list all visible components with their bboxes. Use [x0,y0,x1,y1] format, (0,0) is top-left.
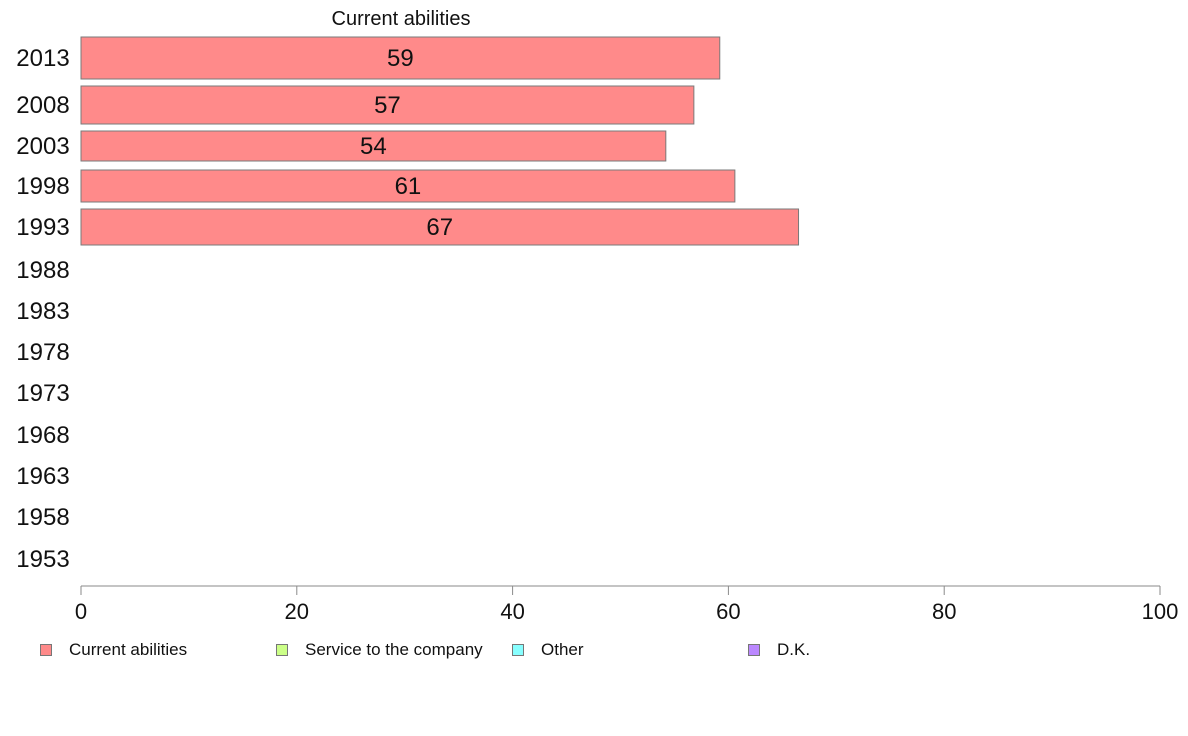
y-tick-label: 1958 [16,504,69,531]
y-tick-label: 1968 [16,422,69,449]
bar-value-label: 54 [360,133,387,160]
legend-item-service-to-the-company: Service to the company [276,640,483,660]
legend-label: Service to the company [305,640,483,659]
legend-swatch-service [276,644,288,656]
bar-value-label: 57 [374,92,401,119]
bar [80,85,695,125]
legend-label: Other [541,640,584,659]
y-tick-label: 1983 [16,298,69,325]
x-tick-label: 40 [500,599,524,624]
legend-item-other: Other [512,640,584,660]
bar [80,169,736,203]
legend-item-current-abilities: Current abilities [40,640,187,660]
legend-swatch-dk [748,644,760,656]
y-tick-label: 1963 [16,463,69,490]
y-tick-label: 2013 [16,45,69,72]
bar-value-label: 61 [395,173,422,200]
legend-label: D.K. [777,640,811,659]
bar [80,130,667,162]
y-tick-label: 1978 [16,339,69,366]
bar-value-label: 59 [387,45,414,72]
chart-title: Current abilities [332,8,471,30]
legend-swatch-current-abilities [40,644,52,656]
x-tick-label: 0 [75,599,87,624]
bar [80,208,800,246]
y-tick-label: 1988 [16,257,69,284]
x-tick-label: 60 [716,599,740,624]
y-tick-label: 2003 [16,133,69,160]
y-tick-label: 1973 [16,380,69,407]
y-tick-label: 1998 [16,173,69,200]
legend-label: Current abilities [69,640,188,659]
y-tick-label: 1993 [16,214,69,241]
x-tick-label: 20 [285,599,309,624]
x-tick-label: 100 [1142,599,1179,624]
x-tick-label: 80 [932,599,956,624]
y-tick-label: 1953 [16,546,69,573]
legend-swatch-other [512,644,524,656]
bar-value-label: 67 [426,214,453,241]
legend: Current abilities Service to the company… [0,640,1188,662]
y-tick-label: 2008 [16,92,69,119]
legend-item-dk: D.K. [748,640,810,660]
bar [80,36,721,80]
